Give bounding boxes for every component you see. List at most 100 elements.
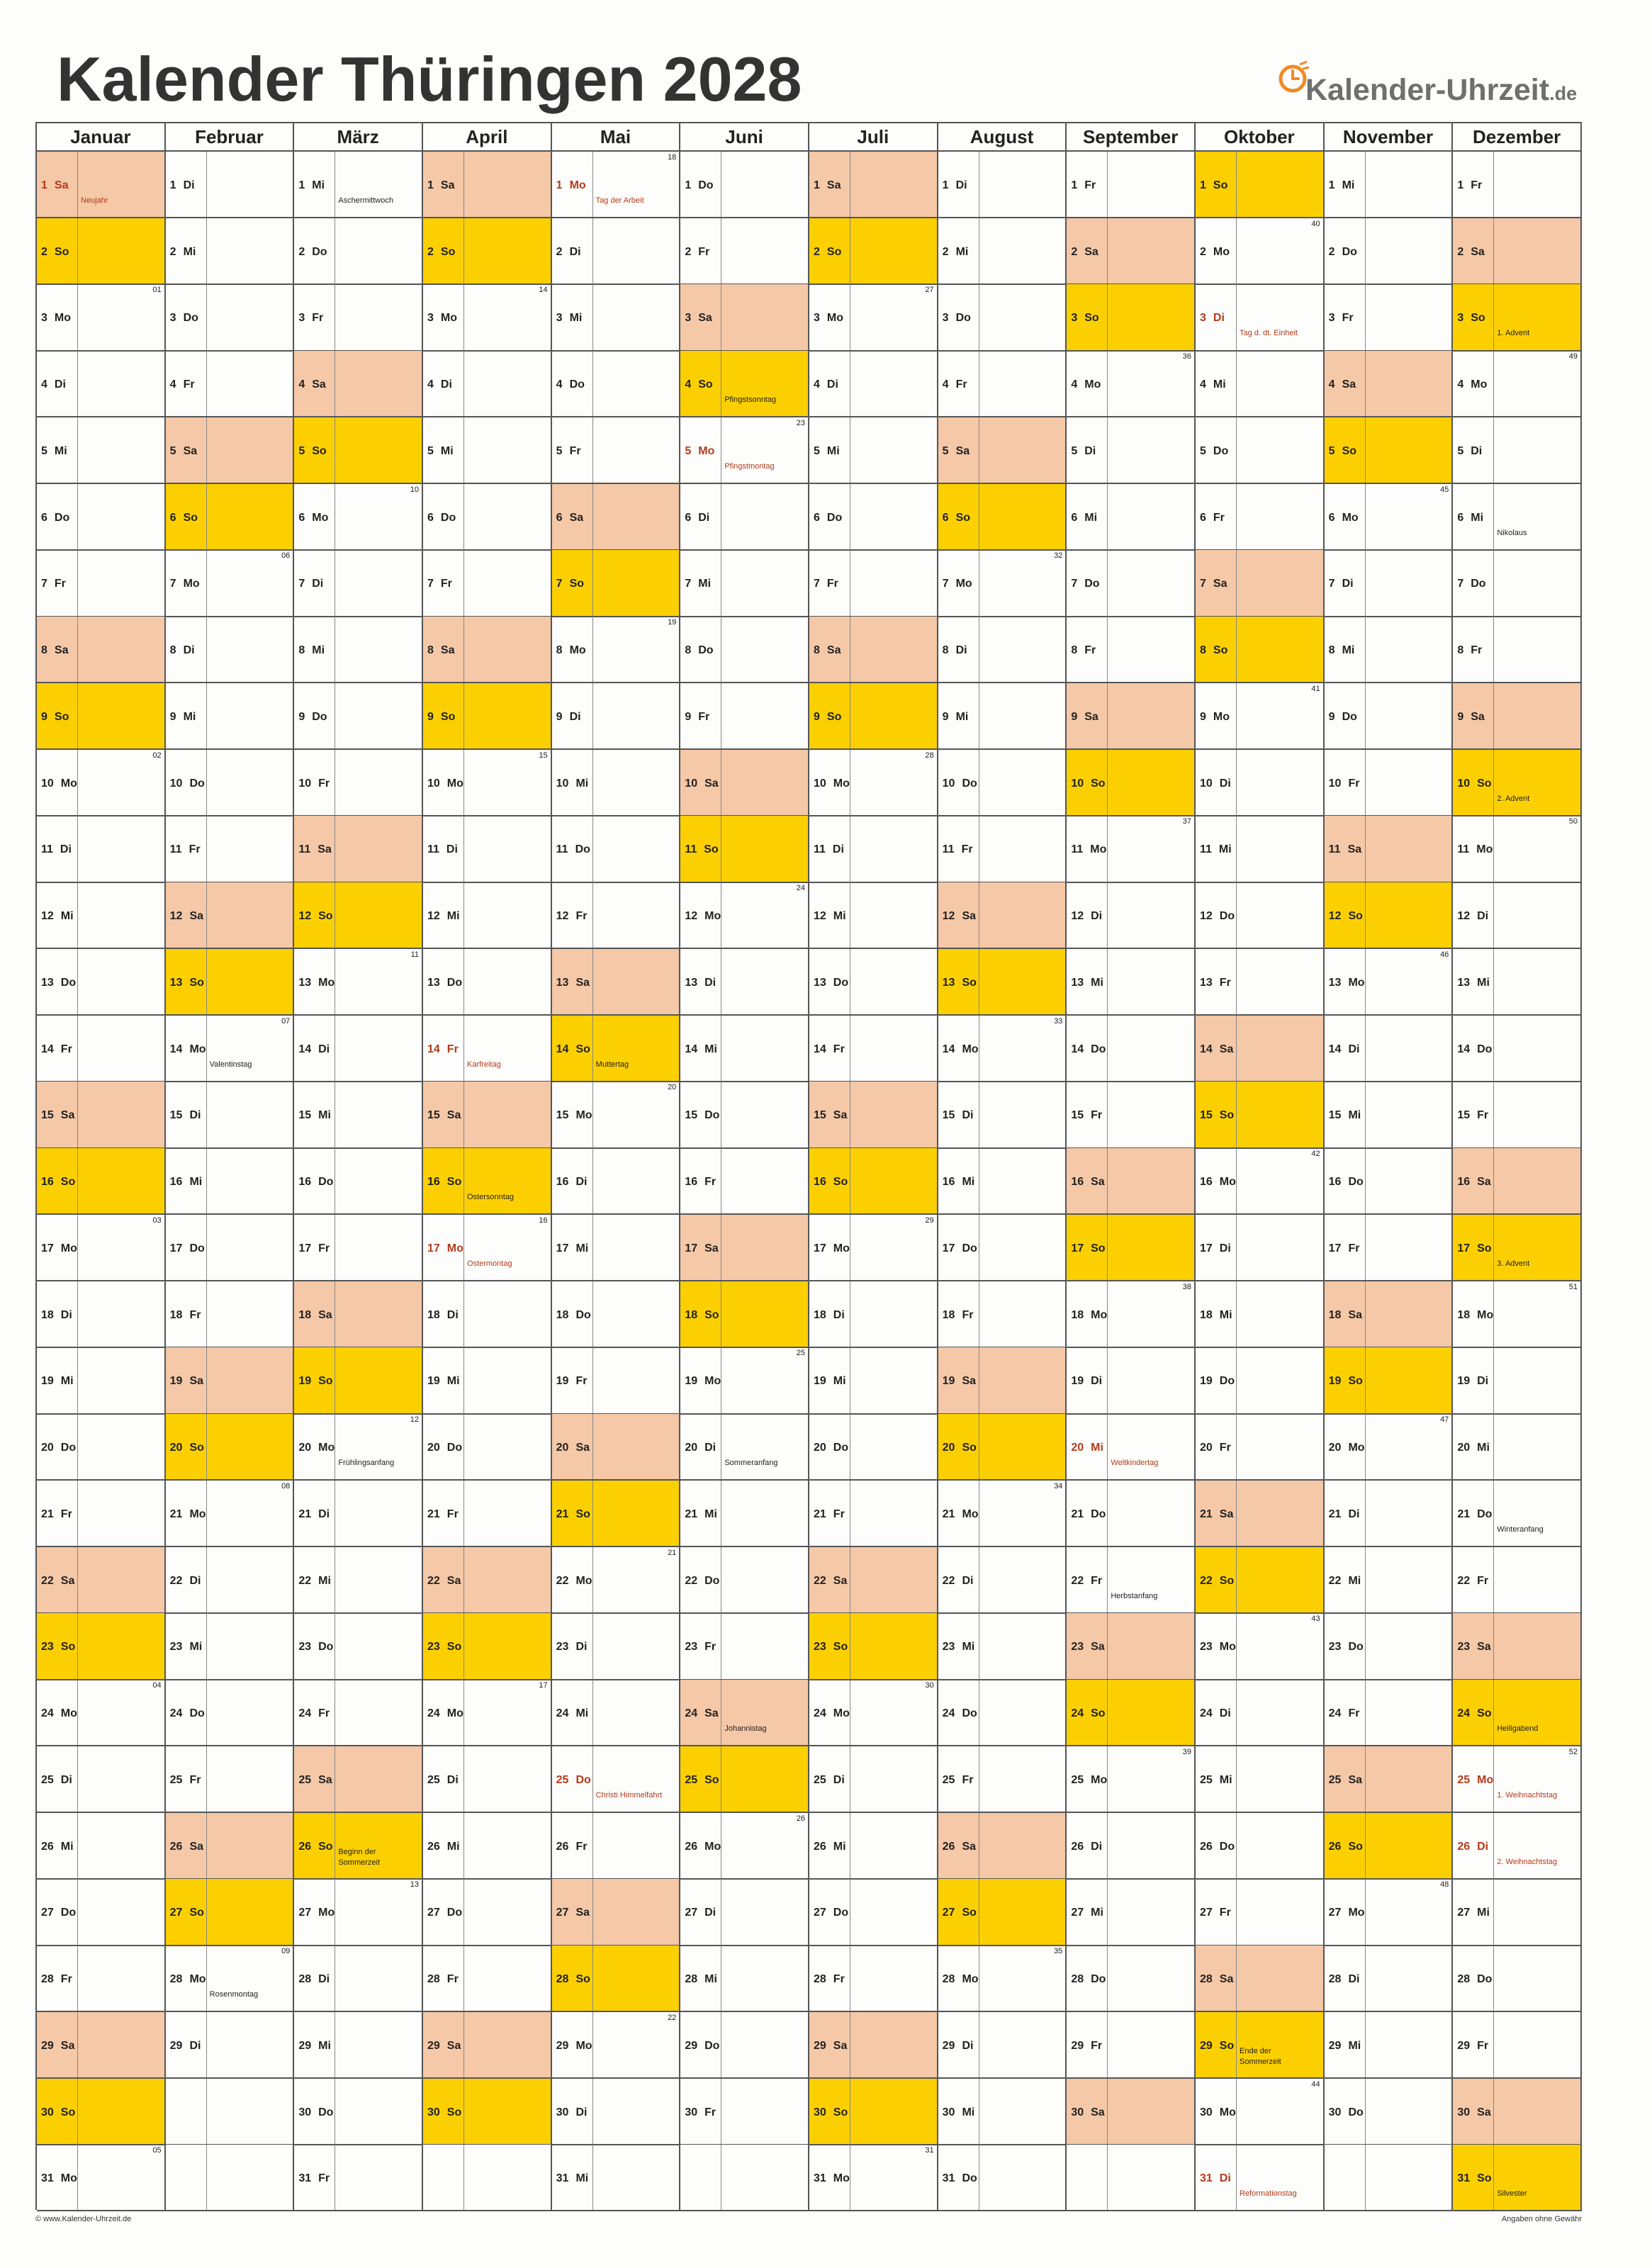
- day-cell[interactable]: 10 Mo 02: [37, 749, 166, 816]
- day-cell[interactable]: 8 Sa: [809, 617, 938, 684]
- day-cell[interactable]: 3 Mo 27: [809, 284, 938, 352]
- day-cell[interactable]: 26 Di 2. Weihnachtstag: [1453, 1812, 1582, 1880]
- day-cell[interactable]: 22 Sa: [809, 1546, 938, 1614]
- day-cell[interactable]: 17 Mi: [551, 1214, 681, 1282]
- day-cell[interactable]: 20 Mo Frühlingsanfang 12: [294, 1414, 423, 1481]
- day-cell[interactable]: 15 Mi: [294, 1082, 423, 1149]
- day-cell[interactable]: 17 Do: [165, 1214, 295, 1282]
- day-cell[interactable]: 18 Do: [551, 1281, 681, 1348]
- day-cell[interactable]: 6 So: [938, 483, 1067, 551]
- day-cell[interactable]: 17 Mo 03: [37, 1214, 166, 1282]
- day-cell[interactable]: 2 Mo 40: [1196, 218, 1325, 285]
- day-cell[interactable]: 15 Di: [938, 1082, 1067, 1149]
- day-cell[interactable]: 13 Di: [680, 948, 809, 1016]
- day-cell[interactable]: 26 So Beginn der Sommerzeit: [294, 1812, 423, 1880]
- day-cell[interactable]: 20 So: [165, 1414, 295, 1481]
- day-cell[interactable]: 10 Sa: [680, 749, 809, 816]
- day-cell[interactable]: 22 Di: [165, 1546, 295, 1614]
- day-cell[interactable]: 18 Sa: [294, 1281, 423, 1348]
- day-cell[interactable]: 19 Mi: [37, 1347, 166, 1415]
- day-cell[interactable]: 11 Di: [423, 816, 552, 883]
- day-cell[interactable]: 1 Di: [165, 152, 295, 219]
- day-cell[interactable]: 9 Sa: [1453, 683, 1582, 751]
- day-cell[interactable]: 9 So: [37, 683, 166, 751]
- day-cell[interactable]: 24 So: [1067, 1680, 1196, 1747]
- day-cell[interactable]: 20 Mi: [1453, 1414, 1582, 1481]
- day-cell[interactable]: 3 Do: [938, 284, 1067, 352]
- day-cell[interactable]: 1 So: [1196, 152, 1325, 219]
- day-cell[interactable]: 18 Fr: [165, 1281, 295, 1348]
- day-cell[interactable]: 21 Di: [1324, 1480, 1454, 1548]
- day-cell[interactable]: 25 Sa: [1324, 1746, 1454, 1814]
- day-cell[interactable]: 15 Mo 20: [551, 1082, 681, 1149]
- day-cell[interactable]: 13 So: [938, 948, 1067, 1016]
- day-cell[interactable]: 27 Sa: [551, 1879, 681, 1946]
- day-cell[interactable]: 20 Fr: [1196, 1414, 1325, 1481]
- day-cell[interactable]: 3 Mi: [551, 284, 681, 352]
- day-cell[interactable]: 13 Mo 46: [1324, 948, 1454, 1016]
- day-cell[interactable]: 14 Fr Karfreitag: [423, 1015, 552, 1082]
- day-cell[interactable]: 12 Sa: [938, 882, 1067, 950]
- day-cell[interactable]: 19 Sa: [165, 1347, 295, 1415]
- day-cell[interactable]: 4 Fr: [165, 351, 295, 418]
- day-cell[interactable]: 6 Mi: [1067, 483, 1196, 551]
- day-cell[interactable]: 12 Mi: [809, 882, 938, 950]
- day-cell[interactable]: 27 Do: [423, 1879, 552, 1946]
- day-cell[interactable]: 7 Mo 32: [938, 550, 1067, 617]
- day-cell[interactable]: 15 Mi: [1324, 1082, 1454, 1149]
- day-cell[interactable]: 16 Fr: [680, 1148, 809, 1216]
- day-cell[interactable]: 16 So: [809, 1148, 938, 1216]
- day-cell[interactable]: 29 So Ende der Sommerzeit: [1196, 2011, 1325, 2079]
- day-cell[interactable]: 23 So: [809, 1613, 938, 1680]
- day-cell[interactable]: 29 Mi: [294, 2011, 423, 2079]
- day-cell[interactable]: 6 Di: [680, 483, 809, 551]
- day-cell[interactable]: 27 So: [938, 1879, 1067, 1946]
- day-cell[interactable]: 10 Di: [1196, 749, 1325, 816]
- day-cell[interactable]: 7 Do: [1067, 550, 1196, 617]
- day-cell[interactable]: 18 Di: [423, 1281, 552, 1348]
- day-cell[interactable]: 2 Do: [294, 218, 423, 285]
- day-cell[interactable]: 19 Mi: [423, 1347, 552, 1415]
- day-cell[interactable]: 16 Sa: [1067, 1148, 1196, 1216]
- day-cell[interactable]: 1 Di: [938, 152, 1067, 219]
- day-cell[interactable]: 4 So Pfingstsonntag: [680, 351, 809, 418]
- day-cell[interactable]: 9 Mi: [938, 683, 1067, 751]
- day-cell[interactable]: 2 Do: [1324, 218, 1454, 285]
- day-cell[interactable]: 11 Mo 50: [1453, 816, 1582, 883]
- day-cell[interactable]: 27 Do: [809, 1879, 938, 1946]
- day-cell[interactable]: 11 So: [680, 816, 809, 883]
- day-cell[interactable]: 15 Fr: [1453, 1082, 1582, 1149]
- day-cell[interactable]: 23 Fr: [680, 1613, 809, 1680]
- day-cell[interactable]: 11 Di: [37, 816, 166, 883]
- day-cell[interactable]: 2 Mi: [165, 218, 295, 285]
- day-cell[interactable]: 16 Mo 42: [1196, 1148, 1325, 1216]
- day-cell[interactable]: 1 Sa Neujahr: [37, 152, 166, 219]
- day-cell[interactable]: 27 Mi: [1067, 1879, 1196, 1946]
- day-cell[interactable]: 14 Mo Valentinstag 07: [165, 1015, 295, 1082]
- day-cell[interactable]: 26 So: [1324, 1812, 1454, 1880]
- day-cell[interactable]: 19 Di: [1067, 1347, 1196, 1415]
- day-cell[interactable]: 6 Do: [809, 483, 938, 551]
- day-cell[interactable]: 30 Mi: [938, 2078, 1067, 2145]
- day-cell[interactable]: 27 Mo 48: [1324, 1879, 1454, 1946]
- day-cell[interactable]: 29 Sa: [37, 2011, 166, 2079]
- day-cell[interactable]: 3 Fr: [294, 284, 423, 352]
- day-cell[interactable]: 23 Sa: [1453, 1613, 1582, 1680]
- day-cell[interactable]: 24 Do: [938, 1680, 1067, 1747]
- day-cell[interactable]: 25 Di: [809, 1746, 938, 1814]
- day-cell[interactable]: 25 Mo 1. Weihnachtstag 52: [1453, 1746, 1582, 1814]
- day-cell[interactable]: 28 Mo Rosenmontag 09: [165, 1946, 295, 2013]
- day-cell[interactable]: 3 So: [1067, 284, 1196, 352]
- day-cell[interactable]: 24 Mo 17: [423, 1680, 552, 1747]
- day-cell[interactable]: 9 Di: [551, 683, 681, 751]
- day-cell[interactable]: 18 Di: [37, 1281, 166, 1348]
- day-cell[interactable]: 9 Mo 41: [1196, 683, 1325, 751]
- day-cell[interactable]: 15 So: [1196, 1082, 1325, 1149]
- day-cell[interactable]: 7 Di: [1324, 550, 1454, 617]
- day-cell[interactable]: 30 Sa: [1067, 2078, 1196, 2145]
- day-cell[interactable]: 22 Do: [680, 1546, 809, 1614]
- day-cell[interactable]: 28 Di: [294, 1946, 423, 2013]
- day-cell[interactable]: 22 Mi: [1324, 1546, 1454, 1614]
- day-cell[interactable]: 18 Fr: [938, 1281, 1067, 1348]
- day-cell[interactable]: 24 Mo 04: [37, 1680, 166, 1747]
